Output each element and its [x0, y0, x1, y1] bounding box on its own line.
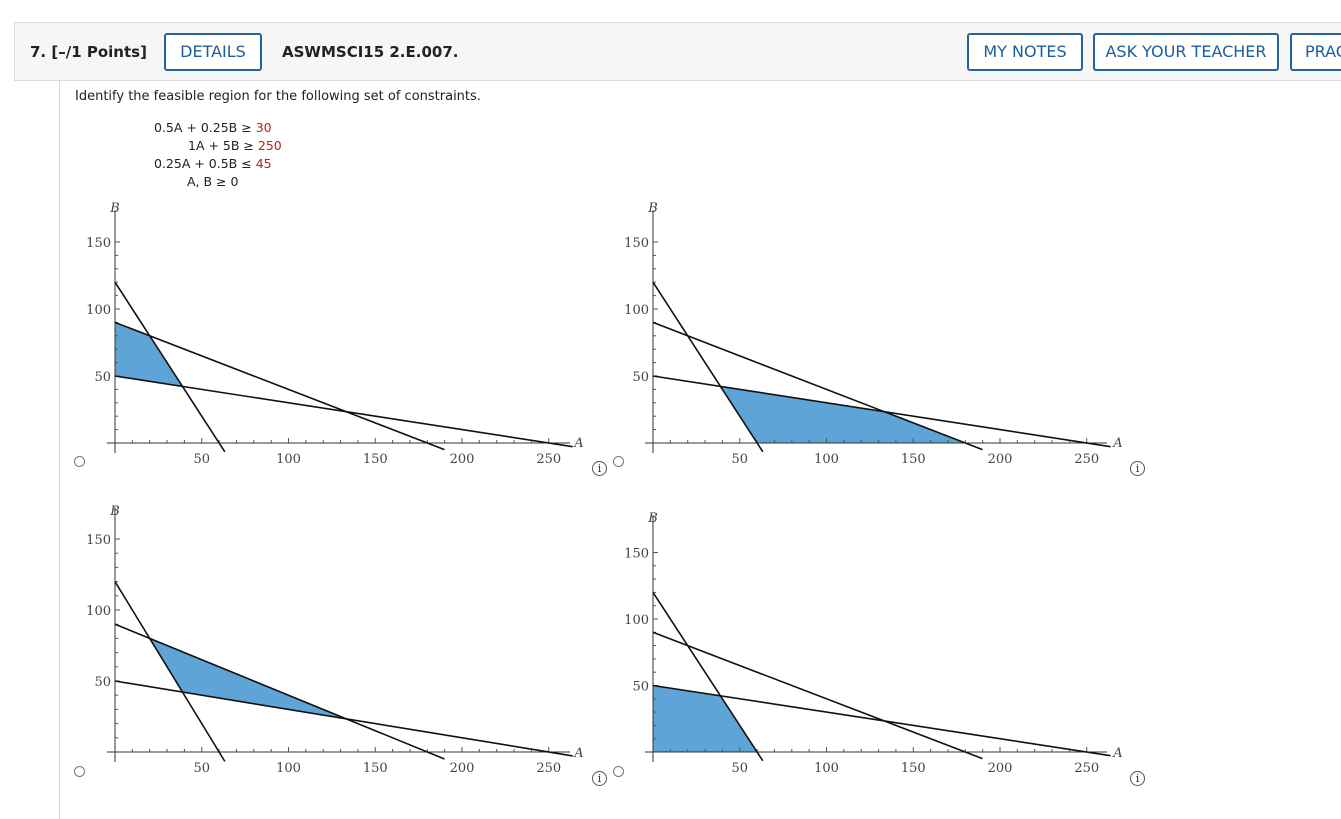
- chart-2-constraint-line-3: [652, 375, 1111, 448]
- chart-2-x-axis-label: A: [1112, 436, 1122, 451]
- chart-4-constraint-line-2: [652, 631, 983, 760]
- left-border: [59, 81, 60, 819]
- chart-2-y-tick-label: 100: [624, 303, 649, 318]
- constraint-3: 0.25A + 0.5B ≤ 45: [154, 156, 272, 171]
- chart-1-x-tick-label: 200: [450, 452, 475, 467]
- chart-3-y-tick-label: 100: [86, 604, 111, 619]
- chart-4-x-tick-label: 200: [988, 761, 1013, 776]
- chart-2-y-axis-label: B: [647, 201, 658, 216]
- chart-4-y-axis-label: B: [647, 511, 658, 526]
- chart-4-y-tick-label: 50: [632, 680, 649, 695]
- chart-4-x-axis-label: A: [1112, 746, 1122, 761]
- constraint-4: A, B ≥ 0: [187, 174, 239, 189]
- option-1-radio[interactable]: [74, 456, 85, 467]
- chart-4-x-tick-label: 250: [1074, 761, 1099, 776]
- chart-2-y-tick-label: 150: [624, 236, 649, 251]
- chart-1-x-tick-label: 50: [193, 452, 210, 467]
- chart-3-x-tick-label: 150: [363, 761, 388, 776]
- option-3-info-icon[interactable]: i: [592, 771, 607, 786]
- chart-1-x-tick-label: 250: [536, 452, 561, 467]
- chart-4-y-tick-label: 100: [624, 613, 649, 628]
- chart-1-y-tick-label: 150: [86, 236, 111, 251]
- chart-3-constraint-line-2: [114, 623, 445, 760]
- chart-4-constraint-line-1: [652, 591, 764, 762]
- chart-1-constraint-line-2: [114, 321, 445, 451]
- chart-2-x-tick-label: 250: [1074, 452, 1099, 467]
- chart-3-x-tick-label: 200: [450, 761, 475, 776]
- chart-4-x-tick-label: 100: [814, 761, 839, 776]
- chart-3-x-tick-label: 250: [536, 761, 561, 776]
- chart-1-x-axis-label: A: [573, 436, 583, 451]
- chart-3-y-tick-label: 150: [86, 533, 111, 548]
- constraint-1: 0.5A + 0.25B ≥ 30: [154, 120, 272, 135]
- chart-2-y-tick-label: 50: [632, 370, 649, 385]
- chart-1-x-tick-label: 100: [276, 452, 301, 467]
- question-code: ASWMSCI15 2.E.007.: [282, 43, 459, 61]
- chart-1-constraint-line-3: [114, 375, 573, 448]
- chart-3-x-tick-label: 50: [193, 761, 210, 776]
- chart-3-constraint-line-3: [114, 680, 573, 757]
- question-header: 7. [–/1 Points] DETAILS ASWMSCI15 2.E.00…: [14, 22, 1341, 81]
- chart-2-x-tick-label: 50: [731, 452, 748, 467]
- my-notes-button[interactable]: MY NOTES: [967, 33, 1083, 71]
- chart-4-feasible-region: [652, 684, 759, 753]
- chart-1-constraint-line-1: [114, 281, 226, 453]
- chart-1-y-tick-label: 50: [94, 370, 111, 385]
- option-4-radio[interactable]: [613, 766, 624, 777]
- option-4-info-icon[interactable]: i: [1130, 771, 1145, 786]
- chart-4-y-tick-label: 150: [624, 547, 649, 562]
- details-button[interactable]: DETAILS: [164, 33, 262, 71]
- chart-2-x-tick-label: 150: [901, 452, 926, 467]
- chart-1-x-tick-label: 150: [363, 452, 388, 467]
- chart-4-constraint-line-3: [652, 684, 1111, 757]
- chart-3-constraint-line-1: [114, 581, 226, 762]
- chart-3-y-axis-label: B: [109, 504, 120, 519]
- chart-1-y-tick-label: 100: [86, 303, 111, 318]
- option-2-info-icon[interactable]: i: [1130, 461, 1145, 476]
- practice-button[interactable]: PRAC: [1290, 33, 1341, 71]
- option-1-info-icon[interactable]: i: [592, 461, 607, 476]
- constraint-2: 1A + 5B ≥ 250: [188, 138, 282, 153]
- chart-1-y-axis-label: B: [109, 201, 120, 216]
- chart-3-x-axis-label: A: [573, 746, 583, 761]
- chart-4-x-tick-label: 150: [901, 761, 926, 776]
- chart-2-x-tick-label: 100: [814, 452, 839, 467]
- chart-4-x-tick-label: 50: [731, 761, 748, 776]
- chart-3-x-tick-label: 100: [276, 761, 301, 776]
- chart-2-constraint-line-1: [652, 281, 764, 453]
- chart-2-x-tick-label: 200: [988, 452, 1013, 467]
- chart-3-y-tick-label: 50: [94, 675, 111, 690]
- chart-2-constraint-line-2: [652, 321, 983, 451]
- ask-your-teacher-button[interactable]: ASK YOUR TEACHER: [1093, 33, 1279, 71]
- question-number-points: 7. [–/1 Points]: [30, 43, 147, 61]
- option-2-radio[interactable]: [613, 456, 624, 467]
- question-prompt: Identify the feasible region for the fol…: [75, 89, 481, 104]
- option-3-radio[interactable]: [74, 766, 85, 777]
